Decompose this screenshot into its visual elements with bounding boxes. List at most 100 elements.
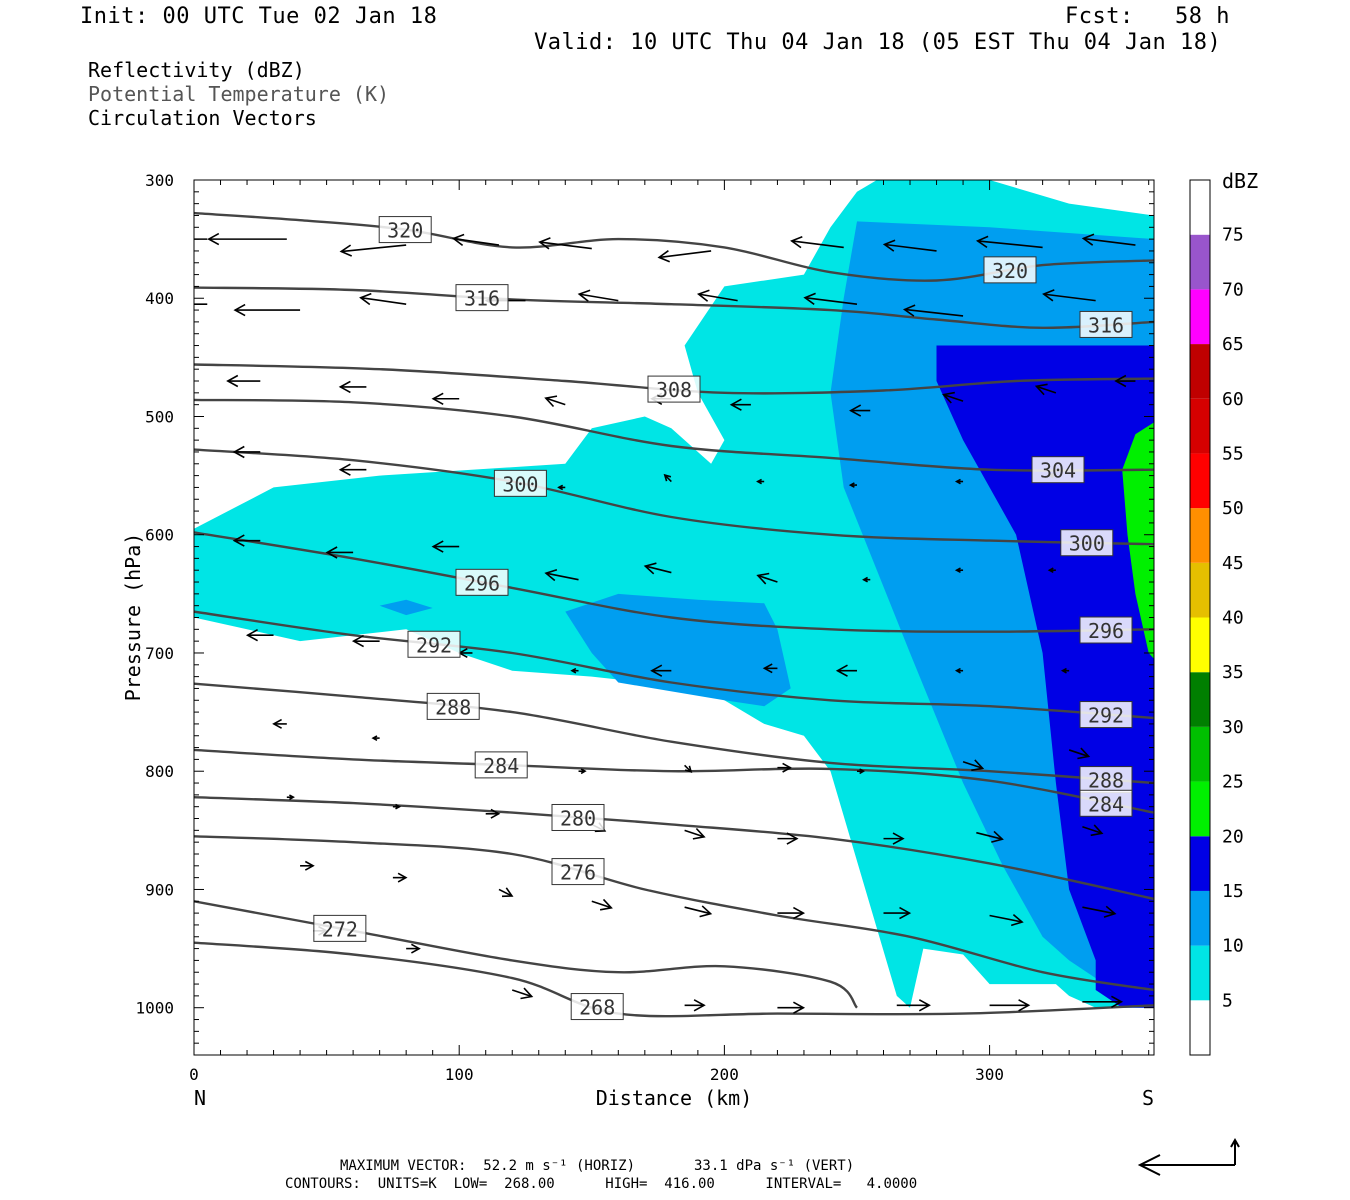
legend-reflectivity: Reflectivity (dBZ) — [88, 58, 305, 82]
theta-contour-272 — [194, 900, 858, 1009]
circulation-vector — [777, 762, 793, 773]
init-time: Init: 00 UTC Tue 02 Jan 18 — [80, 4, 438, 29]
forecast-hour: Fcst: 58 h — [1065, 4, 1230, 29]
circulation-vector — [325, 546, 354, 559]
circulation-vector — [729, 398, 751, 411]
theta-contour-300 — [194, 448, 1154, 546]
circulation-vector — [643, 562, 672, 575]
circulation-vector — [538, 237, 592, 250]
contour-label-296: 296 — [464, 571, 500, 595]
colorbar-segment — [1190, 672, 1210, 727]
circulation-vector — [1082, 995, 1124, 1009]
contour-label-box — [426, 692, 480, 720]
circulation-vector — [544, 395, 566, 408]
circulation-vector — [976, 830, 1004, 843]
circulation-vector — [650, 664, 672, 677]
colorbar-segment — [1190, 890, 1210, 946]
circulation-vector — [954, 567, 964, 574]
circulation-vector — [883, 906, 912, 920]
contour-label-box — [1079, 616, 1133, 644]
colorbar-label: 65 — [1222, 334, 1244, 355]
colorbar-label: 55 — [1222, 443, 1244, 464]
contour-label-box — [551, 803, 605, 831]
colorbar-label: 45 — [1222, 553, 1244, 574]
circulation-vector — [954, 667, 964, 674]
y-axis-label: Pressure (hPa) — [121, 533, 145, 702]
contour-label-box — [1060, 529, 1114, 557]
circulation-vector — [954, 478, 964, 485]
circulation-vector — [962, 759, 985, 772]
contour-label-box — [1079, 310, 1133, 338]
circulation-vector — [989, 999, 1031, 1012]
theta-contour-316 — [194, 286, 1154, 330]
circulation-vector — [339, 244, 407, 257]
contour-label-316: 316 — [464, 287, 500, 311]
circulation-vector — [756, 478, 765, 485]
contour-label-320: 320 — [387, 219, 423, 243]
circulation-vector — [663, 473, 672, 483]
contour-label-276: 276 — [560, 861, 596, 885]
circulation-vector — [777, 1001, 806, 1014]
colorbar-segment — [1190, 289, 1210, 345]
circulation-vector — [485, 808, 501, 819]
contour-label-272: 272 — [322, 917, 358, 941]
y-tick-label: 800 — [145, 762, 174, 781]
reflectivity-region-20dbz — [1122, 422, 1154, 659]
circulation-vector — [338, 463, 367, 476]
colorbar-label: 25 — [1222, 772, 1244, 793]
contour-label-316: 316 — [1088, 313, 1124, 337]
colorbar-segment — [1190, 836, 1210, 891]
circulation-vector — [1082, 824, 1104, 837]
circulation-vector — [1060, 667, 1070, 674]
circulation-vector — [1081, 233, 1136, 246]
circulation-vector — [989, 913, 1024, 927]
contour-label-320: 320 — [992, 259, 1028, 283]
y-tick-label: 900 — [145, 880, 174, 899]
reflectivity-region-10dbz — [379, 599, 433, 616]
circulation-vector — [696, 289, 738, 302]
circulation-vector — [1082, 905, 1117, 918]
colorbar-segment — [1190, 945, 1210, 1001]
contour-label-box — [455, 284, 509, 312]
colorbar-segment — [1190, 781, 1210, 837]
theta-contour-296 — [194, 531, 1154, 633]
circulation-vector — [338, 380, 367, 394]
y-tick-label: 600 — [145, 526, 174, 545]
footer-contours: CONTOURS: UNITS=K LOW= 268.00 HIGH= 416.… — [285, 1176, 918, 1192]
x-tick-label: 200 — [710, 1065, 739, 1084]
contour-label-box — [551, 858, 605, 886]
colorbar-label: 75 — [1222, 225, 1244, 246]
circulation-vector — [790, 235, 844, 249]
circulation-vector — [657, 250, 712, 263]
circulation-vector — [498, 887, 514, 898]
contour-label-box — [1079, 789, 1133, 817]
circulation-vector — [1042, 289, 1096, 302]
colorbar-label: 50 — [1222, 498, 1244, 519]
circulation-vector — [856, 768, 866, 775]
circulation-vector — [431, 392, 460, 406]
y-tick-label: 700 — [145, 644, 174, 663]
circulation-vector — [351, 634, 380, 648]
colorbar-label: 20 — [1222, 826, 1244, 847]
colorbar-label: 60 — [1222, 389, 1244, 410]
colorbar-segment — [1190, 344, 1210, 399]
circulation-vector — [777, 832, 799, 845]
circulation-vector — [557, 484, 566, 491]
circulation-vector — [226, 374, 261, 388]
circulation-vector — [1047, 567, 1056, 574]
x-axis-label: Distance (km) — [596, 1086, 753, 1110]
contour-label-box — [1079, 701, 1133, 729]
valid-time: Valid: 10 UTC Thu 04 Jan 18 (05 EST Thu … — [534, 30, 1222, 55]
legend-vectors: Circulation Vectors — [88, 106, 317, 130]
colorbar-segment — [1190, 617, 1210, 673]
circulation-vector — [359, 292, 407, 306]
y-tick-label: 500 — [145, 407, 174, 426]
theta-contour-304 — [194, 398, 1154, 472]
contour-label-300: 300 — [502, 472, 538, 496]
theta-contour-292 — [194, 610, 1154, 720]
colorbar-segment — [1190, 562, 1210, 618]
circulation-vector — [684, 905, 713, 918]
contour-label-304: 304 — [1040, 459, 1076, 483]
circulation-vector — [245, 628, 274, 642]
colorbar-segment — [1190, 234, 1210, 290]
